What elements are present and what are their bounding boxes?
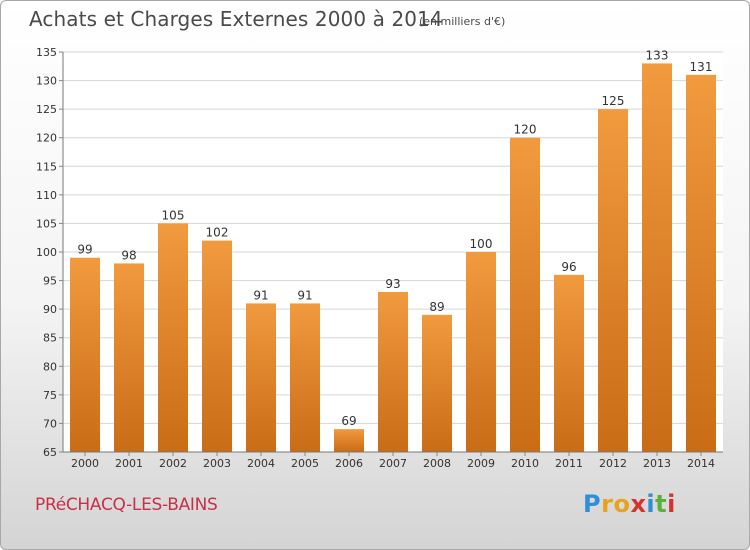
x-axis-ticks: 2000 2001 2002 2003 2004 2005 2006 2007 2008 2009… — [71, 452, 715, 470]
x-tick-label: 2013 — [643, 457, 671, 470]
x-tick-label: 2010 — [511, 457, 539, 470]
y-tick-label: 65 — [43, 446, 57, 459]
x-tick-label: 2004 — [247, 457, 275, 470]
y-tick-label: 130 — [36, 75, 57, 88]
bar — [422, 314, 452, 452]
bar — [510, 137, 540, 452]
bar-value-label: 98 — [121, 248, 136, 262]
bar-value-label: 69 — [341, 414, 356, 428]
x-tick-label: 2009 — [467, 457, 495, 470]
bar — [70, 257, 100, 452]
y-tick-label: 75 — [43, 389, 57, 402]
proxiti-logo[interactable]: Proxiti — [583, 490, 676, 518]
bar — [158, 223, 188, 452]
logo-letter: P — [583, 490, 602, 518]
bar-value-label: 91 — [253, 288, 268, 302]
x-tick-label: 2007 — [379, 457, 407, 470]
bar — [334, 429, 364, 452]
logo-letter: i — [667, 490, 676, 518]
logo-letter: o — [613, 490, 631, 518]
bar-value-label: 89 — [429, 300, 444, 314]
x-tick-label: 2006 — [335, 457, 363, 470]
y-tick-label: 120 — [36, 132, 57, 145]
bar-value-label: 102 — [206, 226, 229, 240]
x-tick-label: 2002 — [159, 457, 187, 470]
y-tick-label: 80 — [43, 360, 57, 373]
logo-letter: i — [646, 490, 656, 518]
x-tick-label: 2005 — [291, 457, 319, 470]
bar-value-label: 96 — [561, 260, 576, 274]
bar — [378, 292, 408, 452]
y-tick-label: 95 — [43, 275, 57, 288]
bar — [686, 74, 716, 452]
x-tick-label: 2012 — [599, 457, 627, 470]
logo-letter: t — [655, 490, 668, 518]
bar — [554, 274, 584, 452]
chart-title: Achats et Charges Externes 2000 à 2014 — [29, 7, 443, 31]
y-tick-label: 85 — [43, 332, 57, 345]
x-tick-label: 2000 — [71, 457, 99, 470]
y-tick-label: 105 — [36, 217, 57, 230]
y-tick-label: 135 — [36, 46, 57, 59]
bar-value-label: 100 — [470, 237, 493, 251]
bar — [114, 263, 144, 452]
bar — [642, 63, 672, 453]
bar — [246, 303, 276, 452]
y-tick-label: 100 — [36, 246, 57, 259]
x-tick-label: 2008 — [423, 457, 451, 470]
x-tick-label: 2011 — [555, 457, 583, 470]
bar-value-label: 99 — [77, 243, 92, 257]
bar — [290, 303, 320, 452]
logo-letter: r — [601, 490, 614, 518]
chart-subtitle: (en milliers d'€) — [419, 15, 506, 28]
y-tick-label: 70 — [43, 417, 57, 430]
x-tick-label: 2014 — [687, 457, 715, 470]
bar-value-label: 133 — [646, 48, 669, 62]
bar-value-label: 125 — [602, 94, 625, 108]
bar-value-label: 105 — [162, 208, 185, 222]
bar-value-label: 120 — [514, 123, 537, 137]
y-tick-label: 110 — [36, 189, 57, 202]
bar-value-label: 91 — [297, 288, 312, 302]
bar — [598, 109, 628, 453]
y-tick-label: 125 — [36, 103, 57, 116]
y-tick-label: 115 — [36, 160, 57, 173]
commune-name: PRéCHACQ-LES-BAINS — [35, 495, 218, 515]
bar — [202, 240, 232, 452]
bar-value-label: 131 — [690, 60, 713, 74]
bars: 99 98 105 102 91 91 69 93 89 100 120 96 125 133 131 — [70, 48, 716, 453]
logo-letter: x — [630, 490, 647, 518]
y-tick-label: 90 — [43, 303, 57, 316]
y-axis-ticks: 65 70 75 80 85 90 95 100 105 110 115 120 125 130 135 — [36, 46, 63, 459]
x-tick-label: 2001 — [115, 457, 143, 470]
bar — [466, 252, 496, 452]
bar-value-label: 93 — [385, 277, 400, 291]
x-tick-label: 2003 — [203, 457, 231, 470]
